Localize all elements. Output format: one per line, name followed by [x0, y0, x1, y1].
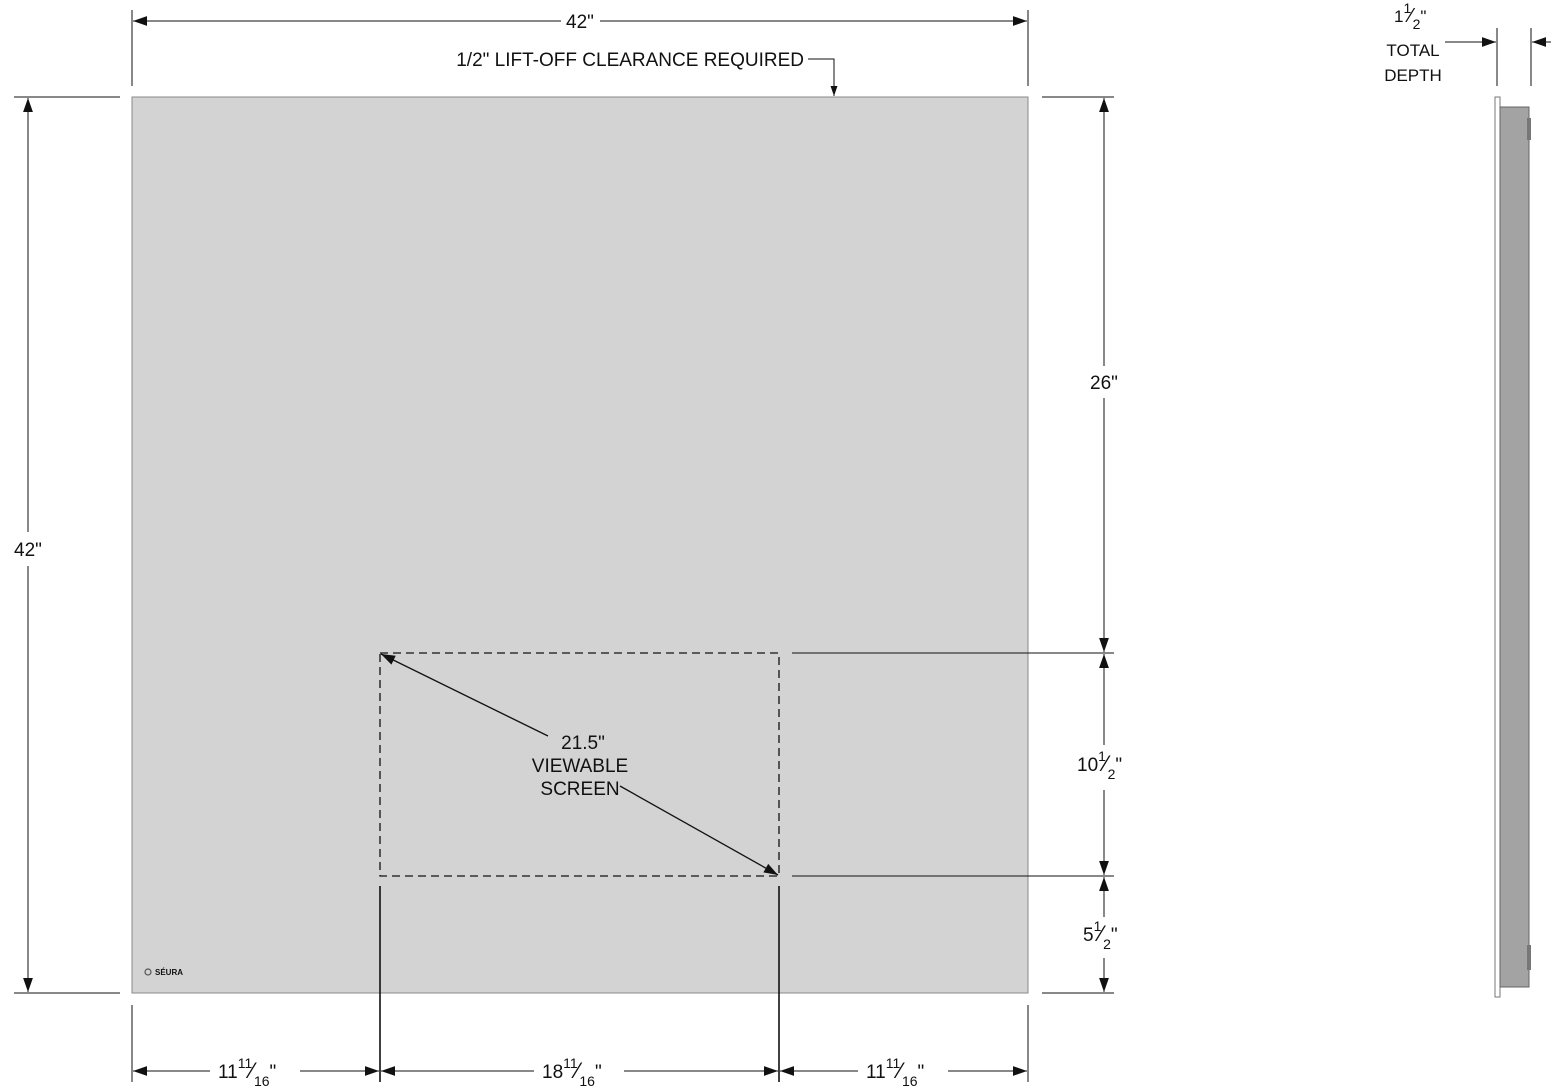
screen-label-line1: VIEWABLE: [532, 756, 628, 777]
bottom-center-label: 1811⁄16": [542, 1055, 602, 1088]
bottom-right-dimension: 1111⁄16": [780, 1055, 1027, 1088]
side-view-body: [1499, 106, 1530, 988]
side-view-bracket-top: [1527, 118, 1531, 140]
bottom-left-label: 1111⁄16": [218, 1055, 276, 1088]
right-lower-dimension: 51⁄2": [1083, 877, 1118, 992]
clearance-callout: 1/2" LIFT-OFF CLEARANCE REQUIRED: [456, 50, 838, 96]
screen-label-line2: SCREEN: [540, 779, 619, 800]
side-view-bracket-bottom: [1527, 945, 1531, 970]
mirror-panel: [131, 96, 1029, 994]
viewable-screen-outline: [379, 652, 780, 877]
left-height-dimension: 42": [14, 96, 120, 994]
brand-logo-text: SÉURA: [155, 968, 183, 977]
right-lower-label: 51⁄2": [1083, 918, 1118, 952]
side-view-glass: [1494, 96, 1501, 998]
right-upper-dimension: 26": [1090, 98, 1118, 652]
screen-size-label: 21.5": [561, 733, 605, 754]
left-height-label: 42": [14, 540, 42, 561]
right-dimension-extensions: [792, 96, 1114, 994]
top-width-dimension: 42": [131, 10, 1029, 86]
bottom-center-dimension: 1811⁄16": [381, 1055, 778, 1088]
bottom-left-dimension: 1111⁄16": [133, 1055, 379, 1088]
depth-label-line2: DEPTH: [1384, 66, 1442, 85]
brand-logo: SÉURA: [144, 968, 183, 977]
screen-diagonal-callout: 21.5" VIEWABLE SCREEN: [380, 653, 779, 876]
depth-label-line1: TOTAL: [1386, 41, 1439, 60]
clearance-note: 1/2" LIFT-OFF CLEARANCE REQUIRED: [456, 50, 804, 71]
top-width-label: 42": [566, 12, 594, 33]
bottom-dimension-extensions: [131, 886, 1029, 1082]
side-view: [1494, 96, 1531, 998]
right-middle-dimension: 101⁄2": [1077, 654, 1122, 875]
right-middle-label: 101⁄2": [1077, 748, 1122, 782]
right-upper-label: 26": [1090, 373, 1118, 394]
depth-dimension: 11⁄2" TOTAL DEPTH: [1384, 0, 1551, 86]
depth-value-label: 11⁄2": [1394, 0, 1426, 32]
bottom-right-label: 1111⁄16": [866, 1055, 924, 1088]
